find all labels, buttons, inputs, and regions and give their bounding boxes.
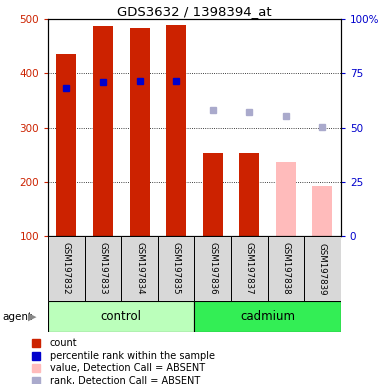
Bar <box>166 25 186 236</box>
Bar <box>304 236 341 301</box>
Bar <box>268 236 304 301</box>
Text: ▶: ▶ <box>28 312 36 322</box>
Text: GSM197838: GSM197838 <box>281 242 290 295</box>
Bar <box>129 28 150 236</box>
Text: percentile rank within the sample: percentile rank within the sample <box>50 351 215 361</box>
Text: GSM197833: GSM197833 <box>99 242 107 295</box>
Bar <box>203 153 223 236</box>
Bar <box>231 236 268 301</box>
Text: GSM197839: GSM197839 <box>318 243 327 295</box>
Bar <box>48 301 194 332</box>
Text: GSM197837: GSM197837 <box>245 242 254 295</box>
Bar <box>93 26 113 236</box>
Text: value, Detection Call = ABSENT: value, Detection Call = ABSENT <box>50 363 205 373</box>
Bar <box>85 236 121 301</box>
Bar <box>194 301 341 332</box>
Bar <box>121 236 158 301</box>
Text: control: control <box>101 310 142 323</box>
Text: GSM197832: GSM197832 <box>62 242 71 295</box>
Text: agent: agent <box>2 312 32 322</box>
Text: count: count <box>50 338 77 348</box>
Bar <box>48 236 85 301</box>
Bar <box>312 186 333 236</box>
Bar <box>194 236 231 301</box>
Text: rank, Detection Call = ABSENT: rank, Detection Call = ABSENT <box>50 376 200 384</box>
Title: GDS3632 / 1398394_at: GDS3632 / 1398394_at <box>117 5 272 18</box>
Bar <box>276 162 296 236</box>
Text: GSM197835: GSM197835 <box>172 242 181 295</box>
Text: GSM197834: GSM197834 <box>135 242 144 295</box>
Text: cadmium: cadmium <box>240 310 295 323</box>
Bar <box>158 236 194 301</box>
Bar <box>239 153 259 236</box>
Text: GSM197836: GSM197836 <box>208 242 217 295</box>
Bar <box>56 55 77 236</box>
